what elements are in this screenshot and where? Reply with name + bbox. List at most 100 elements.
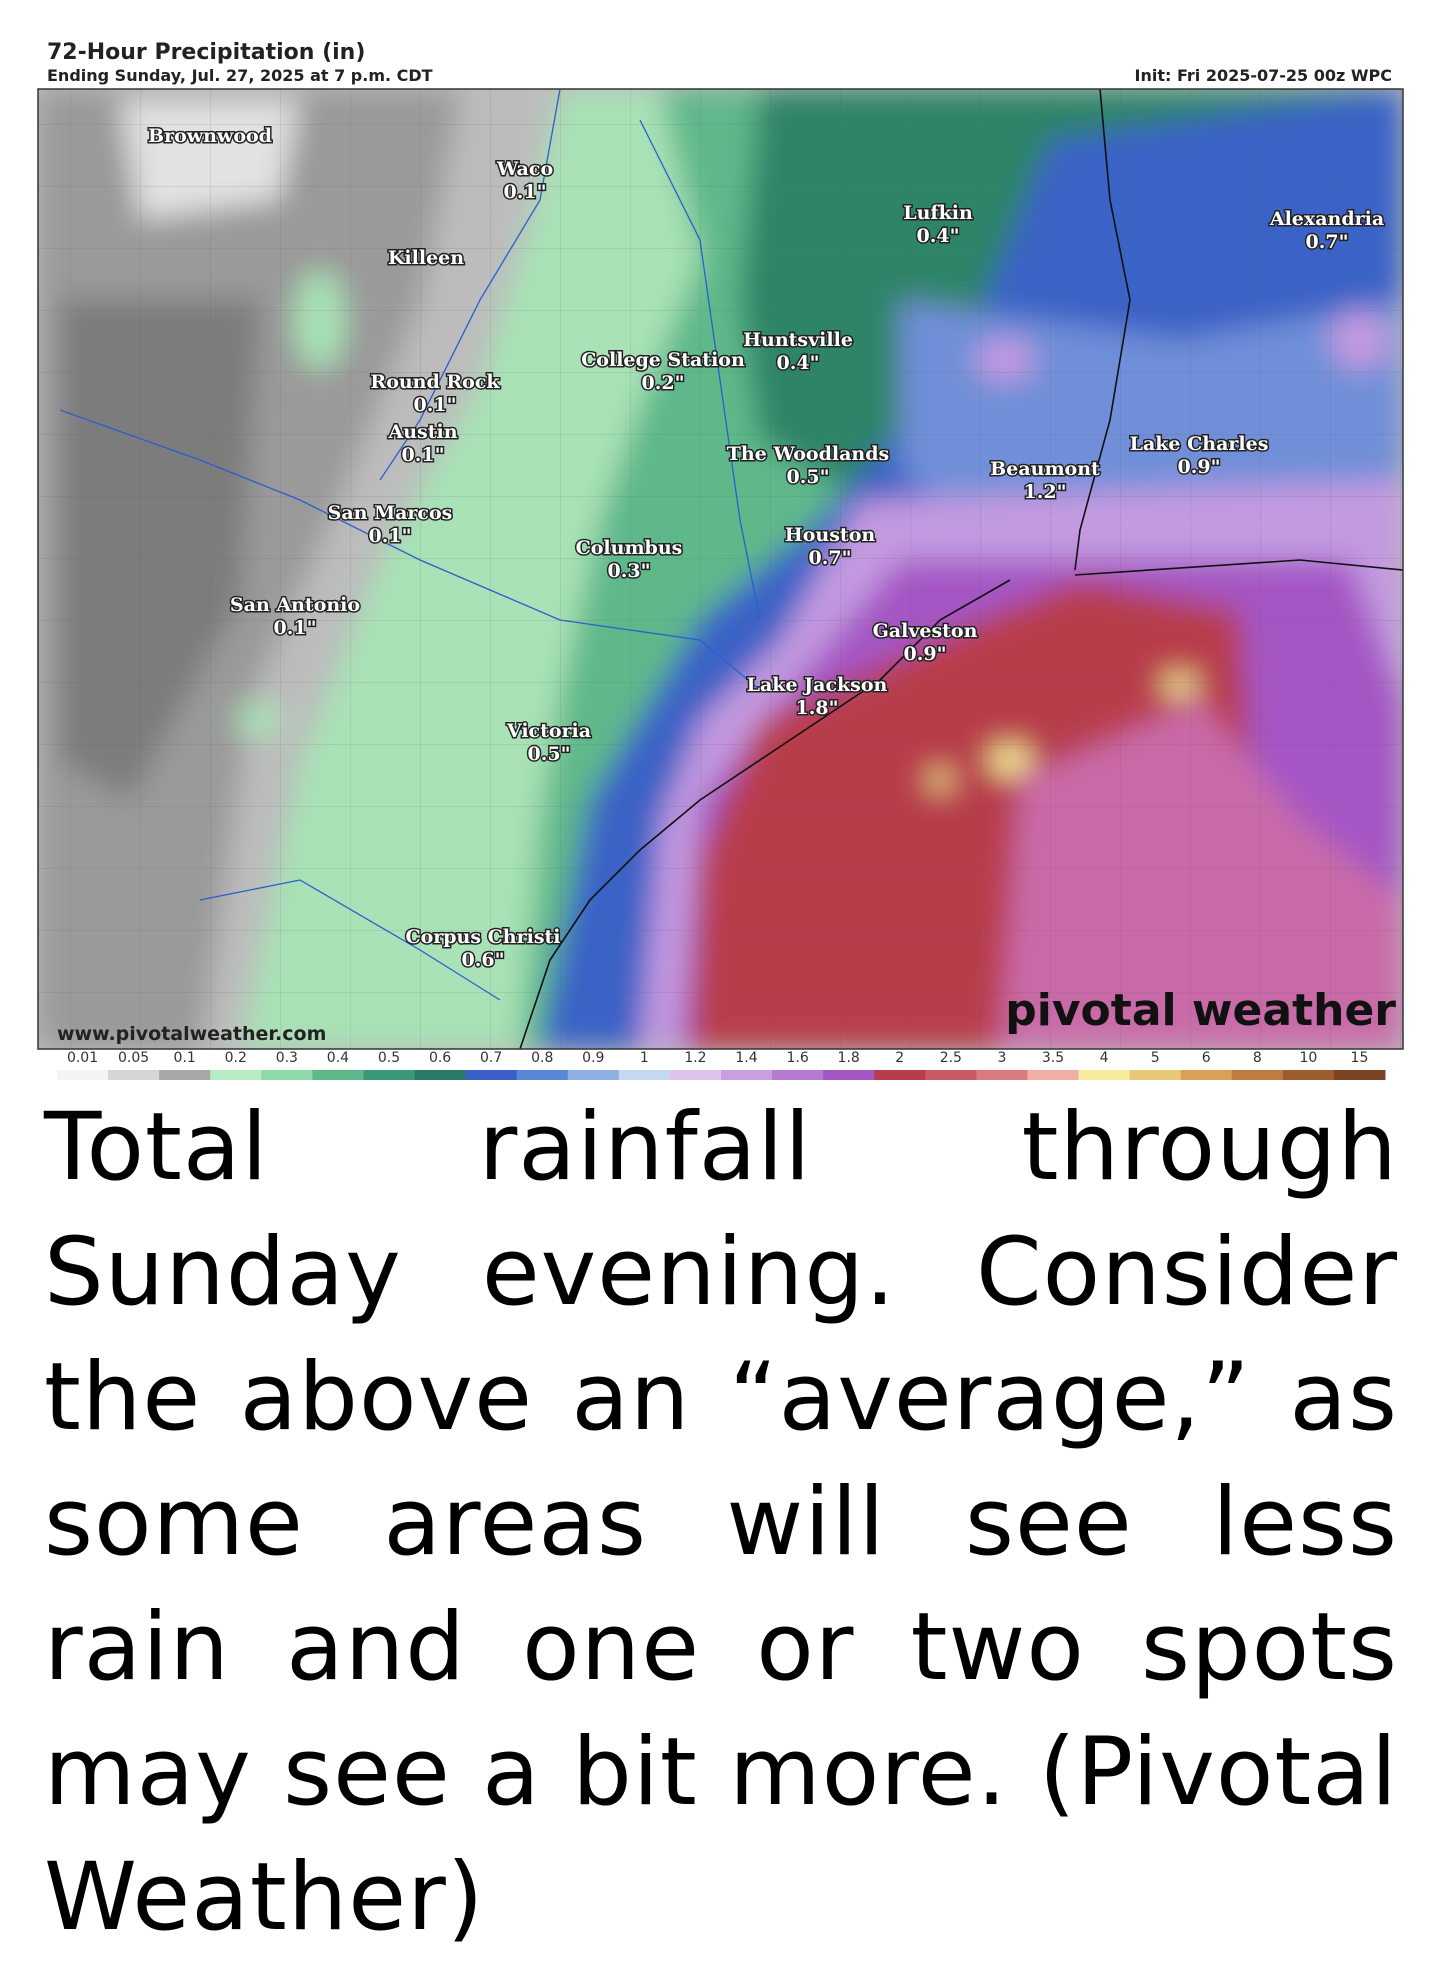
city-amount: 0.7" [809, 547, 852, 569]
scale-tick-label: 2 [895, 1050, 904, 1066]
scale-swatch [363, 1070, 416, 1080]
scale-tick-label: 0.05 [118, 1050, 149, 1066]
scale-tick-label: 10 [1299, 1050, 1317, 1066]
map-subtitle: Ending Sunday, Jul. 27, 2025 at 7 p.m. C… [47, 66, 433, 85]
scale-swatch [312, 1070, 364, 1080]
city-name: Lufkin [903, 202, 973, 224]
scale-tick-label: 0.1 [174, 1050, 196, 1066]
scale-tick-label: 1.6 [786, 1050, 808, 1066]
scale-tick-label: 15 [1351, 1050, 1369, 1066]
scale-swatch [721, 1070, 773, 1080]
scale-swatch [465, 1070, 518, 1080]
city-amount: 0.5" [787, 466, 830, 488]
scale-swatch [669, 1070, 722, 1080]
map-frame [37, 88, 1404, 1050]
city-name: Galveston [873, 620, 978, 642]
scale-tick-label: 2.5 [940, 1050, 962, 1066]
scale-swatch [210, 1070, 262, 1080]
city-name: Alexandria [1269, 208, 1384, 230]
city-name: The Woodlands [727, 443, 889, 465]
city-amount: 1.2" [1024, 481, 1067, 503]
city-name: San Antonio [230, 594, 360, 616]
city-name: Columbus [576, 537, 683, 559]
scale-tick-label: 0.7 [480, 1050, 502, 1066]
city-name: Huntsville [743, 329, 853, 351]
scale-tick-label: 1.2 [684, 1050, 706, 1066]
scale-swatch [567, 1070, 620, 1080]
city-name: Lake Charles [1130, 433, 1269, 455]
scale-tick-label: 0.2 [225, 1050, 247, 1066]
city-name: Brownwood [148, 125, 272, 147]
scale-swatch [1129, 1070, 1182, 1080]
scale-swatch [976, 1070, 1028, 1080]
city-name: Beaumont [990, 458, 1100, 480]
city-amount: 0.4" [777, 352, 820, 374]
city-amount: 0.2" [642, 372, 685, 394]
city-amount: 0.1" [274, 617, 317, 639]
scale-tick-label: 6 [1202, 1050, 1211, 1066]
scale-swatch [159, 1070, 211, 1080]
city-amount: 0.1" [402, 444, 445, 466]
init-time: Init: Fri 2025-07-25 00z WPC [1135, 66, 1392, 85]
city-amount: 0.6" [462, 949, 505, 971]
precip-field [38, 89, 1403, 1049]
scale-swatch [516, 1070, 569, 1080]
city-labels: BrownwoodWaco0.1"KilleenLufkin0.4"Alexan… [147, 124, 1386, 973]
city-amount: 0.5" [528, 743, 571, 765]
map-figure: 72-Hour Precipitation (in) Ending Sunday… [37, 40, 1404, 1080]
city-amount: 1.8" [796, 697, 839, 719]
scale-tick-label: 5 [1151, 1050, 1160, 1066]
scale-swatch [414, 1070, 467, 1080]
scale-tick-label: 1.8 [838, 1050, 860, 1066]
scale-tick-label: 8 [1253, 1050, 1262, 1066]
city-amount: 0.9" [1178, 456, 1221, 478]
website: www.pivotalweather.com [57, 1023, 326, 1045]
scale-swatch [108, 1070, 160, 1080]
city-amount: 0.7" [1306, 231, 1349, 253]
scale-swatch [1231, 1070, 1284, 1080]
city-name: Houston [785, 524, 876, 546]
scale-tick-label: 0.9 [582, 1050, 604, 1066]
scale-swatch [1333, 1070, 1386, 1080]
scale-tick-label: 3.5 [1042, 1050, 1064, 1066]
city-amount: 0.1" [414, 394, 457, 416]
caption: Total rainfall through Sunday evening. C… [44, 1093, 1398, 1952]
scale-tick-label: 0.8 [531, 1050, 553, 1066]
scale-tick-label: 0.01 [67, 1050, 98, 1066]
city-name: Killeen [388, 247, 464, 269]
city-amount: 0.4" [917, 225, 960, 247]
scale-tick-label: 0.3 [276, 1050, 298, 1066]
scale-swatch [57, 1070, 109, 1080]
city-name: Lake Jackson [747, 674, 888, 696]
city-amount: 0.1" [369, 525, 412, 547]
city-name: Austin [387, 421, 457, 443]
scale-swatch [1282, 1070, 1335, 1080]
scale-swatch [823, 1070, 875, 1080]
scale-swatch [1078, 1070, 1131, 1080]
brand-logo: pivotal weather [1005, 985, 1396, 1036]
scale-tick-label: 1.4 [735, 1050, 757, 1066]
scale-swatch [1180, 1070, 1233, 1080]
scale-tick-label: 0.5 [378, 1050, 400, 1066]
scale-swatch [618, 1070, 671, 1080]
map-title: 72-Hour Precipitation (in) [47, 40, 365, 65]
scale-tick-label: 3 [997, 1050, 1006, 1066]
scale-swatch [925, 1070, 977, 1080]
city-name: Round Rock [370, 371, 500, 393]
scale-swatch [1027, 1070, 1080, 1080]
scale-tick-label: 4 [1100, 1050, 1109, 1066]
scale-swatch [772, 1070, 824, 1080]
city-name: San Marcos [328, 502, 453, 524]
city-amount: 0.1" [504, 181, 547, 203]
scale-tick-label: 0.4 [327, 1050, 349, 1066]
city-name: Corpus Christi [405, 926, 560, 948]
city-amount: 0.9" [904, 643, 947, 665]
city-name: College Station [581, 349, 745, 371]
scale-tick-label: 0.6 [429, 1050, 451, 1066]
city-name: Victoria [506, 720, 591, 742]
scale-swatch [874, 1070, 926, 1080]
scale-swatch [261, 1070, 313, 1080]
city-name: Waco [496, 158, 553, 180]
scale-tick-label: 1 [640, 1050, 649, 1066]
